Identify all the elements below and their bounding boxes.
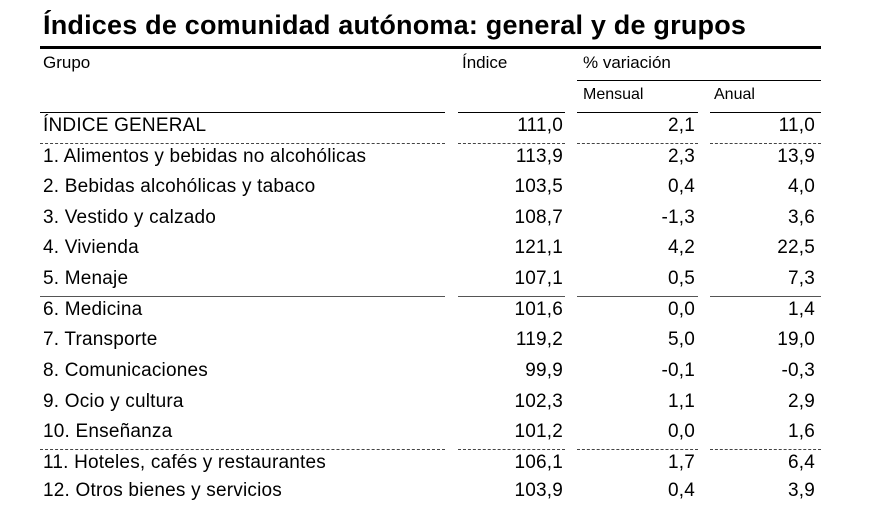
header-rule-grupo [40,112,445,113]
cell-grupo: 2. Bebidas alcohólicas y tabaco [43,176,316,197]
cell-anual: 19,0 [777,329,815,350]
header-variacion: % variación [583,53,671,72]
cell-grupo: 9. Ocio y cultura [43,391,184,412]
cell-mensual: 0,0 [667,299,695,320]
header-indice: Índice [462,53,508,72]
cell-mensual: 0,4 [667,480,695,501]
table-row: 4. Vivienda 121,1 4,2 22,5 [0,237,880,267]
row-separator [577,449,698,450]
header-grupo: Grupo [43,53,91,72]
row-separator [710,143,821,144]
cell-mensual: 2,1 [667,115,695,136]
group-separator [710,296,821,297]
header-anual: Anual [714,86,755,103]
table-row: 7. Transporte 119,2 5,0 19,0 [0,329,880,359]
table-row: 1. Alimentos y bebidas no alcohólicas 11… [0,146,880,176]
cell-anual: 11,0 [778,115,815,136]
cell-grupo: 4. Vivienda [43,237,139,258]
cell-indice: 113,9 [515,146,563,167]
cell-indice: 119,2 [515,329,563,350]
cell-anual: 13,9 [777,146,815,167]
cell-indice: 107,1 [514,268,563,289]
cell-mensual: 0,4 [667,176,695,197]
cell-anual: 2,9 [787,391,815,412]
row-separator [458,449,565,450]
cell-mensual: -1,3 [661,207,695,228]
table-row: 9. Ocio y cultura 102,3 1,1 2,9 [0,391,880,421]
table-row: 5. Menaje 107,1 0,5 7,3 [0,268,880,298]
cell-anual: -0,3 [781,360,815,381]
table-row: 3. Vestido y calzado 108,7 -1,3 3,6 [0,207,880,237]
title-rule [40,46,821,49]
cell-indice: 121,1 [514,237,563,258]
cell-indice: 102,3 [514,391,563,412]
table-row: 12. Otros bienes y servicios 103,9 0,4 3… [0,480,880,510]
table-row-general: ÍNDICE GENERAL 111,0 2,1 11,0 [0,115,880,145]
group-separator [577,296,698,297]
cell-indice: 99,9 [525,360,563,381]
row-separator [40,449,445,450]
table-row: 8. Comunicaciones 99,9 -0,1 -0,3 [0,360,880,390]
cell-mensual: 2,3 [667,146,695,167]
cell-anual: 7,3 [787,268,815,289]
table-row: 6. Medicina 101,6 0,0 1,4 [0,299,880,329]
cell-mensual: 1,1 [667,391,695,412]
row-separator [458,143,565,144]
cell-anual: 6,4 [787,452,815,473]
cell-anual: 3,9 [787,480,815,501]
cell-indice: 101,2 [514,421,563,442]
page-title: Índices de comunidad autónoma: general y… [43,10,747,40]
cell-grupo: 12. Otros bienes y servicios [43,480,282,501]
cell-grupo: ÍNDICE GENERAL [43,115,207,136]
cell-anual: 4,0 [787,176,815,197]
cell-mensual: 0,0 [667,421,695,442]
cell-mensual: -0,1 [661,360,695,381]
cell-mensual: 4,2 [667,237,695,258]
cell-anual: 1,6 [787,421,815,442]
header-rule-indice [458,112,565,113]
table-row: 11. Hoteles, cafés y restaurantes 106,1 … [0,452,880,482]
cell-grupo: 3. Vestido y calzado [43,207,216,228]
row-separator [40,143,445,144]
cell-indice: 103,9 [514,480,563,501]
cell-grupo: 10. Enseñanza [43,421,173,442]
cell-grupo: 1. Alimentos y bebidas no alcohólicas [43,146,367,167]
cell-grupo: 6. Medicina [43,299,143,320]
cell-indice: 108,7 [514,207,563,228]
cell-mensual: 5,0 [667,329,695,350]
cell-grupo: 11. Hoteles, cafés y restaurantes [43,452,326,473]
table-row: 10. Enseñanza 101,2 0,0 1,6 [0,421,880,451]
header-mensual: Mensual [583,86,644,103]
cell-anual: 22,5 [777,237,815,258]
table-row: 2. Bebidas alcohólicas y tabaco 103,5 0,… [0,176,880,206]
header-rule-mensual [577,112,698,113]
cell-anual: 1,4 [787,299,815,320]
cell-grupo: 5. Menaje [43,268,129,289]
cell-indice: 103,5 [514,176,563,197]
cell-anual: 3,6 [787,207,815,228]
cell-grupo: 7. Transporte [43,329,158,350]
cell-grupo: 8. Comunicaciones [43,360,208,381]
group-separator [40,296,445,297]
row-separator [577,143,698,144]
cell-mensual: 1,7 [667,452,695,473]
row-separator [710,449,821,450]
header-rule-anual [710,112,821,113]
group-separator [458,296,565,297]
cell-indice: 111,0 [517,115,563,136]
cell-indice: 101,6 [514,299,563,320]
cell-mensual: 0,5 [667,268,695,289]
cell-indice: 106,1 [514,452,563,473]
variacion-rule [577,80,821,81]
